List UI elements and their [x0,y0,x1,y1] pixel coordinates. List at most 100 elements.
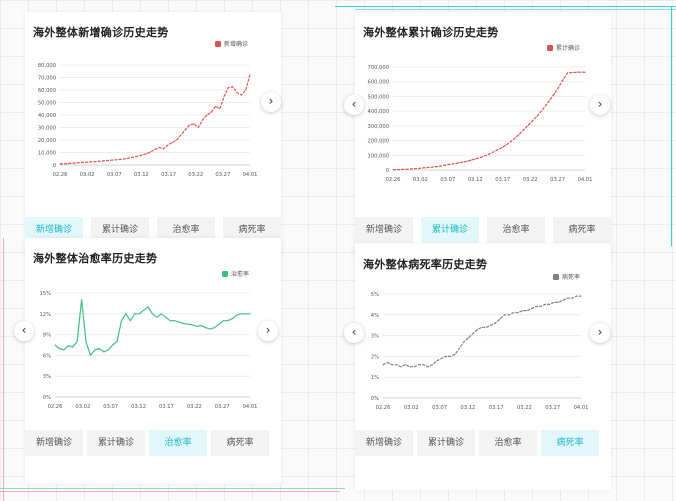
decor-line-top-cyan [335,6,676,7]
x-tick-label: 03.22 [188,172,203,178]
tab-death-rate[interactable]: 病死率 [211,430,269,456]
tab-cure-rate[interactable]: 治愈率 [487,217,545,243]
data-point [68,163,70,164]
tab-cure-rate[interactable]: 治愈率 [149,430,207,456]
data-point [102,160,104,162]
y-tick-label: 80,000 [38,63,56,69]
data-point [156,316,158,318]
data-point [143,309,145,311]
y-tick-label: 5% [371,292,379,298]
data-point [222,320,224,322]
data-point [414,366,415,368]
data-point [540,306,541,307]
data-point [382,364,384,366]
x-tick-label: 03.07 [103,404,118,410]
data-point [215,105,216,107]
chevron-right-icon[interactable]: › [258,321,278,341]
data-point [231,318,233,320]
data-point [436,360,438,362]
data-point [98,160,100,162]
data-point [202,119,203,121]
data-point [236,314,238,316]
data-point [396,364,397,366]
data-point [522,310,523,312]
data-point [463,341,465,343]
data-point [459,347,460,349]
x-tick-label: 03.07 [432,405,447,411]
data-point [475,158,477,160]
tab-death-rate[interactable]: 病死率 [553,217,611,243]
data-point [501,147,503,148]
tab-new-confirmed[interactable]: 新增确诊 [355,217,413,243]
chart-death-rate: 0% 1% 2% 3% 4% 5% 02.26 03.02 03.07 03.12 03.17 03.… [371,273,589,411]
tab-total-confirmed[interactable]: 累计确诊 [417,430,475,456]
data-point [544,303,546,305]
panel-new-confirmed: 海外整体新增确诊历史走势 0 10,000 20,000 30,000 40,000 50… [25,12,281,258]
data-point [111,159,113,161]
tab-bar: 新增确诊 累计确诊 治愈率 病死率 [355,430,611,456]
data-point [462,161,464,163]
data-point [576,295,577,297]
tab-cure-rate[interactable]: 治愈率 [479,430,537,456]
data-point [227,87,229,88]
x-tick-label: 03.17 [489,405,504,411]
chevron-left-icon[interactable]: ‹ [344,323,364,343]
chevron-right-icon[interactable]: › [261,92,281,112]
x-tick-label: 03.17 [495,177,510,183]
data-point [152,313,153,315]
data-point [535,306,537,307]
data-point [580,71,582,73]
tab-total-confirmed[interactable]: 累计确诊 [421,217,479,243]
data-point [125,313,127,315]
data-point [103,351,105,353]
x-tick-label: 03.02 [75,404,90,410]
data-point [536,115,538,117]
chevron-right-icon[interactable]: › [590,323,610,343]
data-point [219,108,221,110]
data-point [499,318,501,320]
tab-new-confirmed[interactable]: 新增确诊 [355,430,413,456]
data-point [90,354,91,356]
chevron-left-icon[interactable]: ‹ [14,321,34,341]
data-point [562,299,564,301]
data-point [189,124,190,126]
y-tick-label: 2% [371,354,379,360]
data-point [396,169,398,171]
decor-line-top-cyan-2 [355,9,676,10]
legend-swatch [222,271,228,277]
x-tick-label: 03.07 [440,177,455,183]
data-point [249,74,251,76]
data-point [236,92,238,93]
data-point [81,299,83,301]
panel-cure-rate: 海外整体治愈率历史走势 0% 3% 6% 9% 12% 15% 02.26 03.02 03.0… [25,238,281,484]
y-tick-label: 10,000 [38,151,56,157]
data-point [116,341,118,342]
data-point [218,323,220,325]
data-point [128,157,130,159]
data-point [197,127,199,128]
x-tick-label: 04.01 [574,405,589,411]
data-point [63,349,65,351]
data-point [497,149,499,151]
data-point [545,105,547,107]
x-tick-label: 03.02 [80,172,95,178]
data-point [124,158,126,160]
chevron-left-icon[interactable]: ‹ [344,95,364,115]
tab-new-confirmed[interactable]: 新增确诊 [25,430,83,456]
data-point [450,355,451,357]
tab-total-confirmed[interactable]: 累计确诊 [87,430,145,456]
y-tick-label: 40,000 [38,113,56,119]
tab-death-rate[interactable]: 病死率 [541,430,599,456]
data-point [504,314,505,316]
data-point [107,349,109,351]
data-point [176,139,178,141]
x-tick-label: 02.26 [53,172,68,178]
data-point [121,320,122,322]
x-tick-label: 03.17 [159,404,174,410]
chart-new-confirmed: 0 10,000 20,000 30,000 40,000 50,000 60,000 70,… [38,40,258,178]
data-point [391,364,393,366]
y-tick-label: 50,000 [38,101,56,107]
chevron-right-icon[interactable]: › [590,95,610,115]
data-point [409,366,411,368]
data-point [441,358,442,359]
